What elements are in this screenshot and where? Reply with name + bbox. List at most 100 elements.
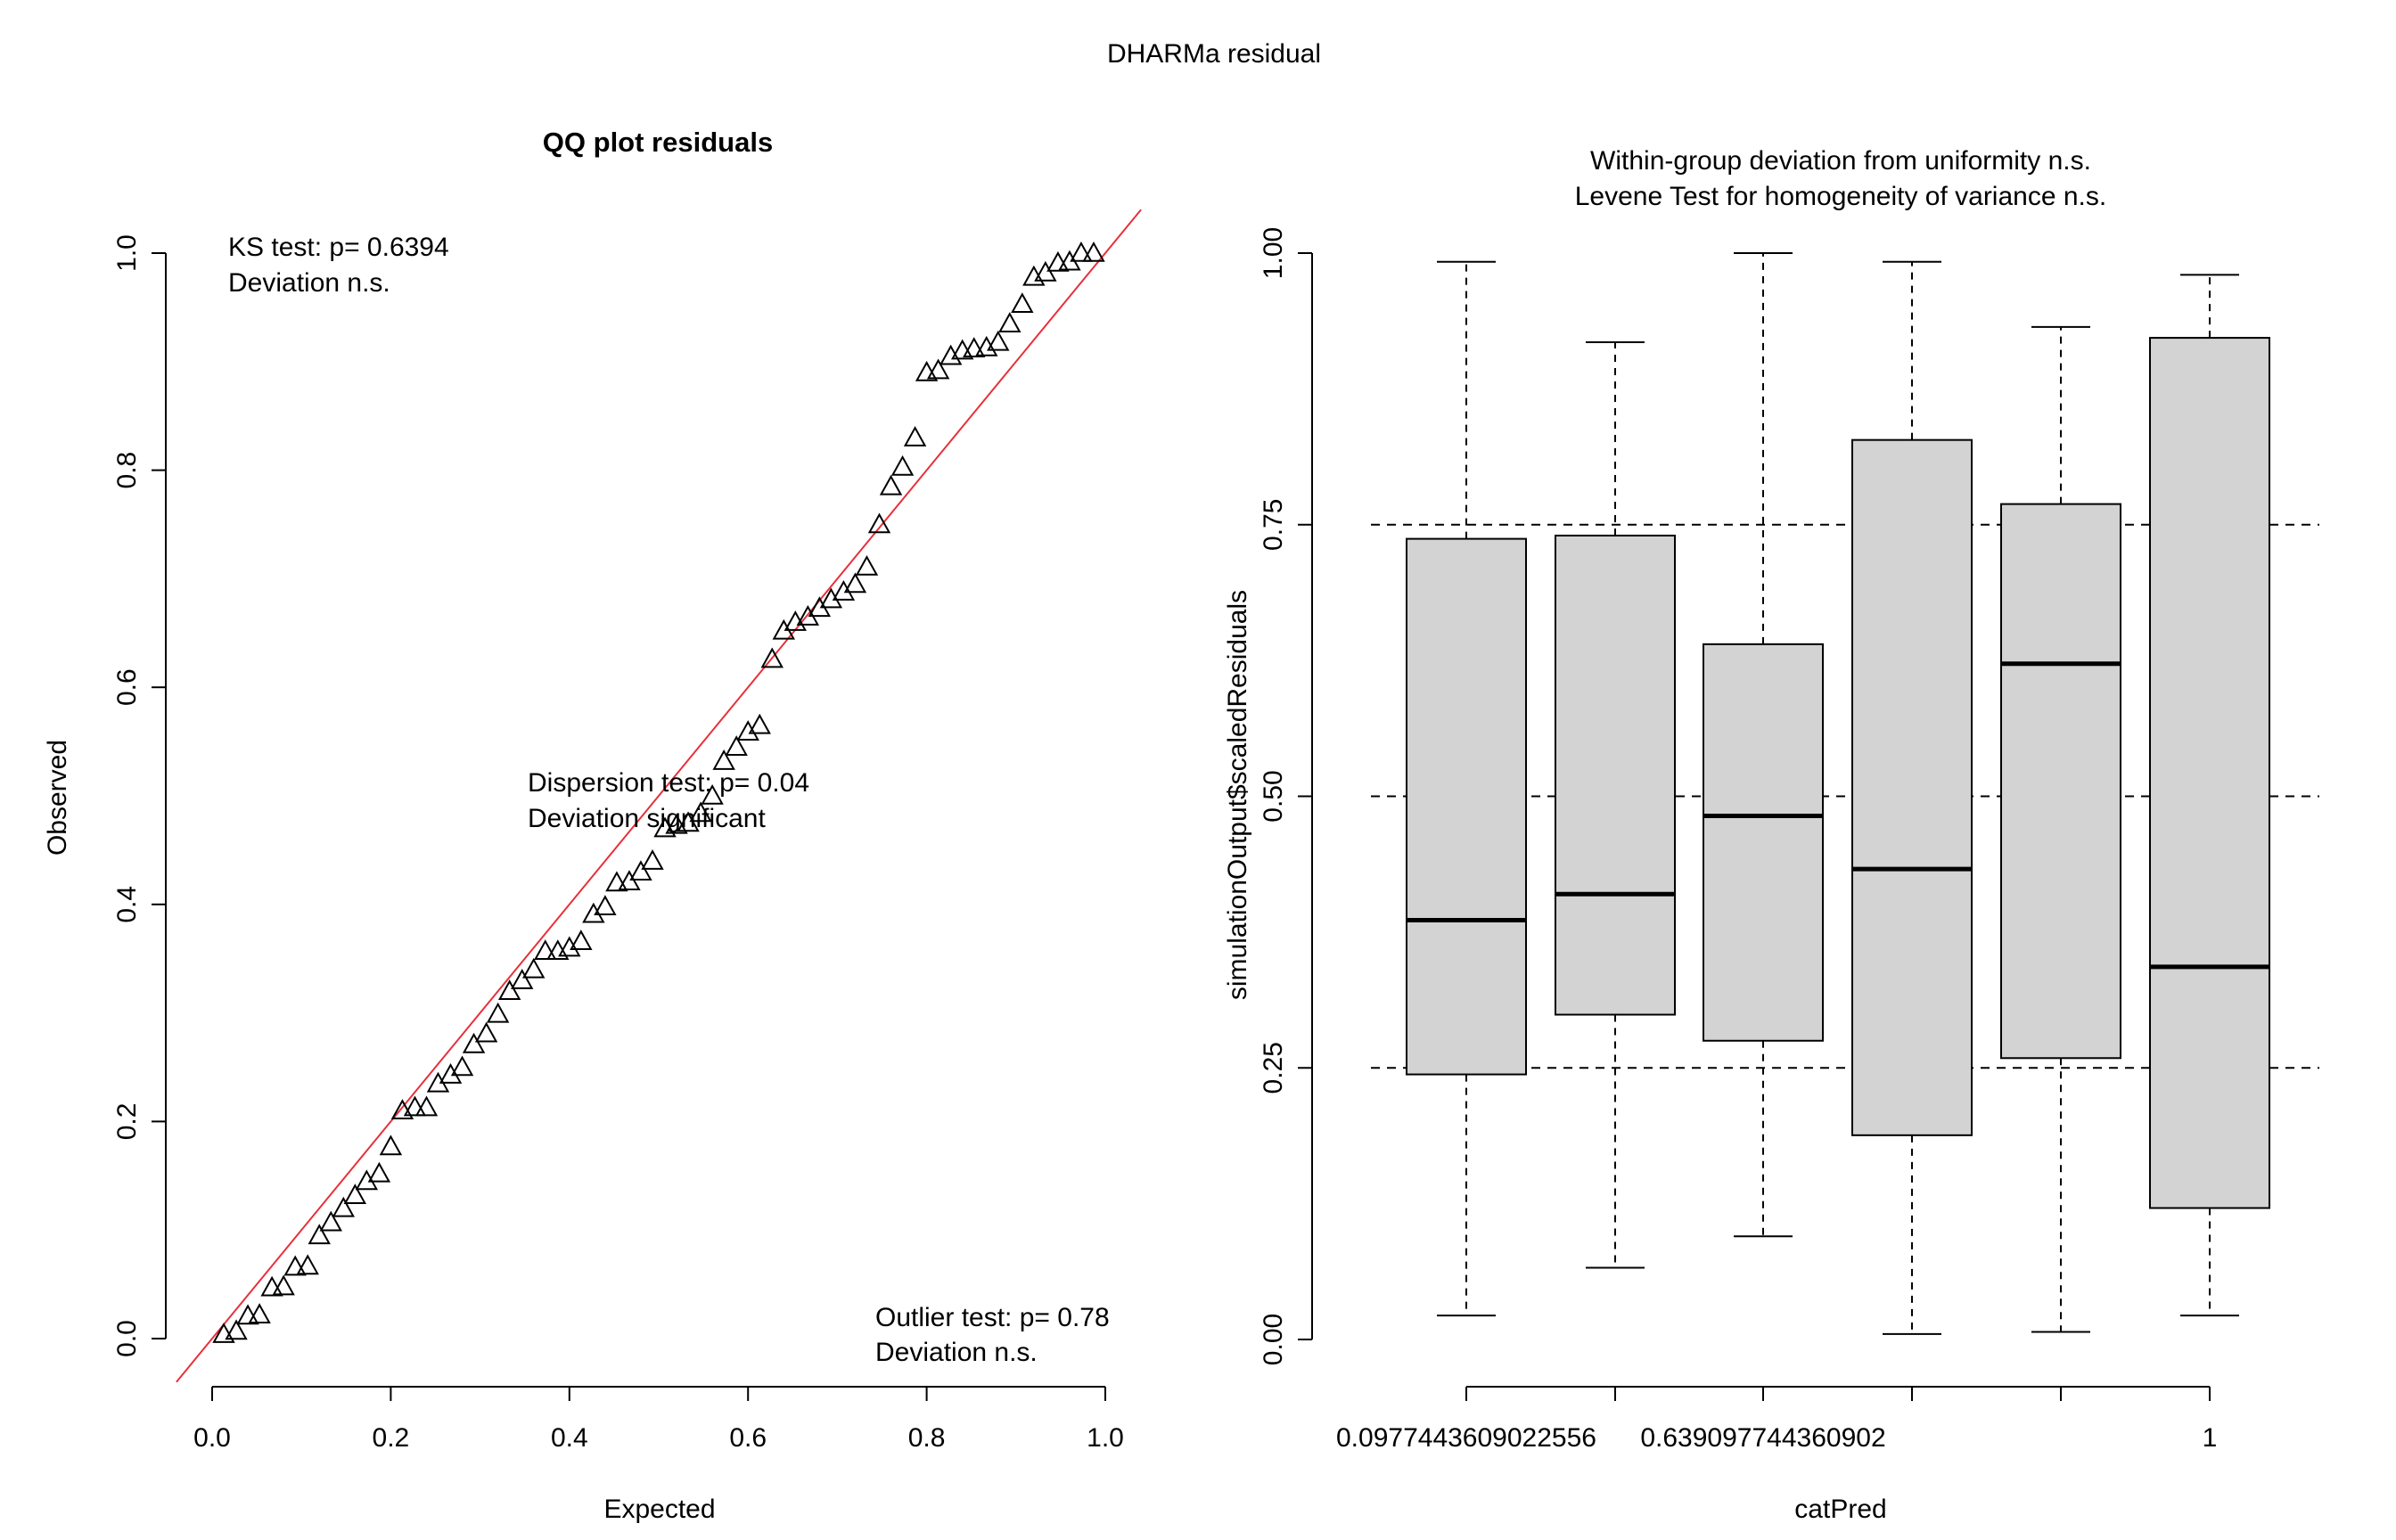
figure-title: DHARMa residual (1107, 39, 1321, 69)
qq-point (1070, 241, 1093, 262)
boxplot-box (1406, 537, 1527, 1076)
qq-point (1046, 250, 1070, 272)
qq-point (450, 1055, 474, 1077)
qq-reference-line (176, 209, 1142, 1383)
qq-x-tick-label: 1.0 (1087, 1423, 1124, 1453)
qq-x-tick-label: 0.6 (729, 1423, 767, 1453)
qq-point (641, 849, 664, 870)
boxplot-box (1555, 534, 1676, 1016)
ks-deviation-text: Deviation n.s. (228, 268, 390, 298)
qq-point (725, 735, 748, 756)
boxplot-x-tick-label: 0.0977443609022556 (1336, 1423, 1596, 1453)
qq-point (629, 860, 652, 881)
qq-point (570, 930, 593, 951)
qq-axes: 0.0 0.2 0.4 0.6 0.8 1.0 0.0 0.2 0.4 0.6 0.8 1.0 (112, 234, 1124, 1453)
boxplot-axes: 0.00 0.25 0.50 0.75 1.00 0.0977443609022556 0.… (1259, 227, 2217, 1453)
qq-point (748, 713, 771, 734)
qq-y-tick-label: 0.4 (112, 886, 142, 923)
boxplot-x-tick-label: 1 (2203, 1423, 2218, 1453)
qq-point (248, 1303, 271, 1324)
qq-point (582, 902, 605, 923)
boxplot-title-line2: Levene Test for homogeneity of variance … (1575, 182, 2106, 211)
qq-point (283, 1255, 307, 1276)
boxplot-box (1851, 438, 1973, 1136)
qq-point (926, 358, 950, 380)
qq-point (343, 1184, 367, 1205)
boxplot-box-group (1703, 252, 1824, 1238)
qq-data-points (212, 241, 1105, 1343)
boxplot-x-tick-label: 0.639097744360902 (1640, 1423, 1885, 1453)
qq-x-tick-label: 0.4 (551, 1423, 588, 1453)
qq-point (534, 939, 557, 960)
qq-point (689, 801, 712, 823)
qq-y-tick-label: 0.8 (112, 452, 142, 489)
boxplot-box-group (1851, 260, 1973, 1335)
qq-point (819, 587, 843, 609)
boxplot-y-tick-label: 1.00 (1259, 227, 1288, 279)
qq-point (462, 1032, 486, 1053)
qq-point (260, 1275, 283, 1297)
qq-point (319, 1210, 342, 1232)
qq-point (367, 1161, 391, 1183)
qq-point (379, 1135, 403, 1156)
boxplot-y-tick-label: 0.75 (1259, 499, 1288, 551)
qq-point (760, 647, 784, 668)
outlier-deviation-text: Deviation n.s. (875, 1338, 1038, 1367)
boxplot-box (1703, 643, 1824, 1042)
qq-point (296, 1254, 319, 1275)
qq-point (332, 1196, 355, 1217)
qq-point (618, 870, 641, 891)
outlier-test-text: Outlier test: p= 0.78 (875, 1303, 1110, 1332)
qq-point (832, 579, 856, 601)
qq-point (1011, 292, 1034, 314)
boxplot-box-group (2000, 325, 2121, 1333)
qq-point (903, 426, 927, 446)
qq-point (998, 312, 1022, 332)
qq-point (1034, 260, 1057, 282)
qq-point (939, 344, 963, 365)
qq-point (987, 330, 1010, 351)
qq-point (439, 1062, 463, 1084)
qq-y-tick-label: 0.2 (112, 1103, 142, 1141)
boxplot-y-tick-label: 0.00 (1259, 1314, 1288, 1365)
dispersion-test-text: Dispersion test: p= 0.04 (528, 768, 809, 798)
qq-x-tick-label: 0.0 (193, 1423, 231, 1453)
boxplot-box (2149, 337, 2270, 1209)
qq-point (558, 936, 581, 957)
qq-point (497, 979, 521, 1001)
qq-point (890, 455, 915, 476)
boxplot-title-line1: Within-group deviation from uniformity n… (1590, 146, 2091, 176)
qq-point (403, 1095, 427, 1117)
qq-point (225, 1319, 248, 1340)
qq-point (843, 572, 867, 594)
qq-point (272, 1274, 295, 1296)
ks-test-text: KS test: p= 0.6394 (228, 233, 449, 262)
qq-point (522, 957, 546, 979)
qq-point (236, 1304, 259, 1325)
boxplot-panel: Within-group deviation from uniformity n… (1223, 146, 2319, 1524)
qq-x-tick-label: 0.8 (908, 1423, 946, 1453)
qq-point (677, 811, 700, 832)
boxplot-y-tick-label: 0.50 (1259, 770, 1288, 822)
boxplot-x-axis-label: catPred (1794, 1495, 1886, 1524)
qq-point (855, 554, 879, 576)
qq-y-tick-label: 1.0 (112, 234, 142, 272)
qq-point (414, 1095, 439, 1117)
qq-y-axis-label: Observed (43, 740, 72, 856)
qq-point (736, 720, 759, 741)
boxplot-box-group (1406, 260, 1527, 1317)
boxplot-box-group (1555, 340, 1676, 1269)
qq-point (486, 1002, 510, 1023)
qq-point (308, 1224, 331, 1245)
boxplot-box-group (2149, 274, 2270, 1317)
qq-plot-panel: QQ plot residuals 0.0 0.2 0.4 0.6 0.8 1.00.00… (43, 127, 1142, 1524)
qq-point (975, 335, 998, 356)
boxplot-boxes (1406, 252, 2270, 1335)
qq-y-tick-label: 0.6 (112, 668, 142, 706)
boxplot-box (2000, 503, 2121, 1060)
qq-point (510, 969, 534, 989)
qq-point (594, 895, 617, 916)
qq-point (712, 749, 735, 770)
qq-y-tick-label: 0.0 (112, 1320, 142, 1357)
